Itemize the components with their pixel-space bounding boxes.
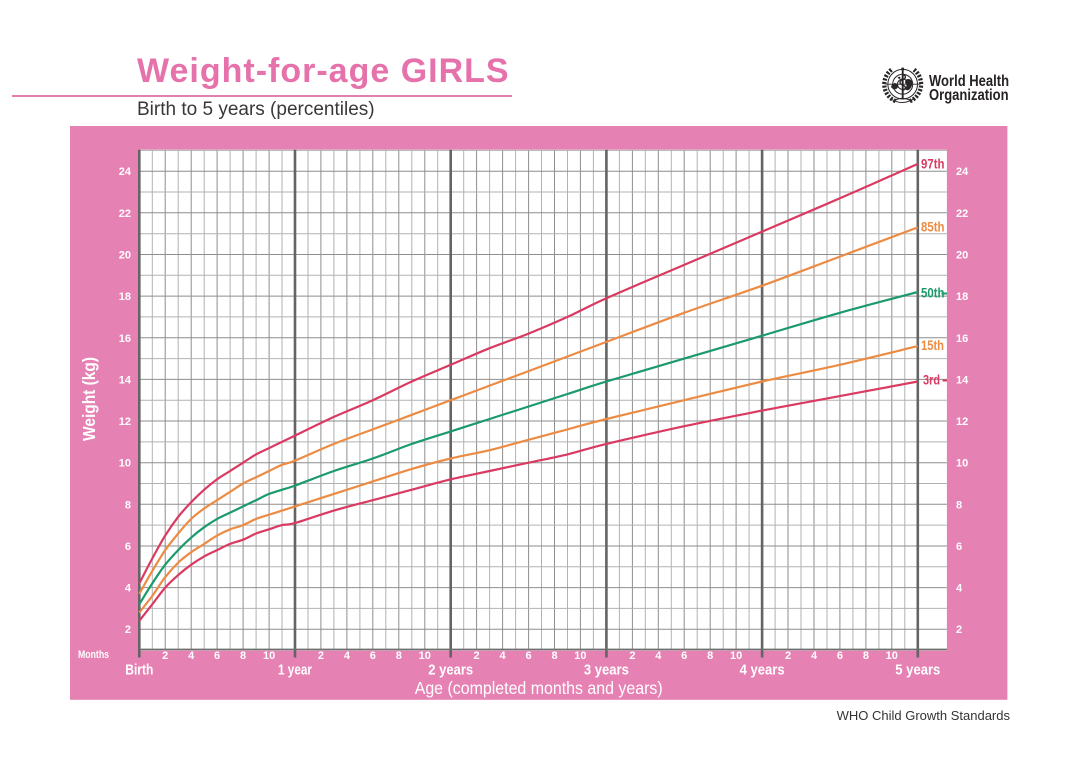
svg-text:10: 10 bbox=[119, 458, 131, 470]
svg-text:10: 10 bbox=[419, 650, 431, 662]
svg-text:4: 4 bbox=[344, 650, 351, 662]
svg-text:2: 2 bbox=[785, 650, 791, 662]
svg-text:Birth: Birth bbox=[125, 662, 153, 679]
svg-text:12: 12 bbox=[119, 416, 131, 428]
svg-text:6: 6 bbox=[681, 650, 687, 662]
svg-text:2: 2 bbox=[125, 624, 131, 636]
svg-text:2: 2 bbox=[629, 650, 635, 662]
svg-text:1 year: 1 year bbox=[278, 662, 312, 679]
svg-text:4: 4 bbox=[500, 650, 507, 662]
svg-text:10: 10 bbox=[956, 458, 968, 470]
svg-text:12: 12 bbox=[956, 416, 968, 428]
svg-text:22: 22 bbox=[956, 208, 968, 220]
svg-text:6: 6 bbox=[837, 650, 843, 662]
svg-text:6: 6 bbox=[125, 541, 131, 553]
svg-text:8: 8 bbox=[863, 650, 869, 662]
svg-text:85th: 85th bbox=[921, 220, 945, 235]
svg-text:97th: 97th bbox=[921, 157, 945, 172]
svg-text:Months: Months bbox=[78, 649, 109, 661]
svg-text:2: 2 bbox=[162, 650, 168, 662]
svg-text:8: 8 bbox=[396, 650, 402, 662]
svg-text:8: 8 bbox=[240, 650, 246, 662]
svg-text:6: 6 bbox=[370, 650, 376, 662]
svg-text:4: 4 bbox=[125, 583, 132, 595]
svg-text:50th: 50th bbox=[921, 286, 945, 301]
svg-text:16: 16 bbox=[956, 333, 968, 345]
svg-text:4 years: 4 years bbox=[740, 662, 785, 679]
svg-text:2: 2 bbox=[474, 650, 480, 662]
svg-text:24: 24 bbox=[956, 166, 969, 178]
svg-text:6: 6 bbox=[956, 541, 962, 553]
svg-text:6: 6 bbox=[526, 650, 532, 662]
svg-text:8: 8 bbox=[125, 499, 131, 511]
svg-text:8: 8 bbox=[956, 499, 962, 511]
svg-text:14: 14 bbox=[956, 374, 969, 386]
svg-text:24: 24 bbox=[119, 166, 132, 178]
svg-text:15th: 15th bbox=[921, 338, 944, 353]
svg-text:20: 20 bbox=[119, 250, 131, 262]
svg-text:20: 20 bbox=[956, 250, 968, 262]
svg-text:4: 4 bbox=[655, 650, 662, 662]
svg-text:18: 18 bbox=[956, 291, 968, 303]
svg-text:8: 8 bbox=[707, 650, 713, 662]
svg-text:4: 4 bbox=[956, 583, 963, 595]
svg-text:8: 8 bbox=[551, 650, 557, 662]
svg-text:Weight (kg): Weight (kg) bbox=[79, 357, 99, 441]
svg-text:3rd: 3rd bbox=[923, 373, 940, 388]
svg-text:Age (completed months and year: Age (completed months and years) bbox=[415, 678, 663, 698]
svg-text:18: 18 bbox=[119, 291, 131, 303]
svg-text:10: 10 bbox=[730, 650, 742, 662]
svg-text:16: 16 bbox=[119, 333, 131, 345]
svg-text:2: 2 bbox=[956, 624, 962, 636]
svg-text:14: 14 bbox=[119, 374, 132, 386]
svg-text:6: 6 bbox=[214, 650, 220, 662]
svg-text:2: 2 bbox=[318, 650, 324, 662]
svg-text:22: 22 bbox=[119, 208, 131, 220]
svg-text:5 years: 5 years bbox=[895, 662, 940, 679]
svg-text:10: 10 bbox=[886, 650, 898, 662]
svg-text:2 years: 2 years bbox=[428, 662, 473, 679]
svg-text:4: 4 bbox=[188, 650, 195, 662]
svg-text:10: 10 bbox=[263, 650, 275, 662]
svg-text:10: 10 bbox=[574, 650, 586, 662]
svg-text:4: 4 bbox=[811, 650, 818, 662]
svg-text:3 years: 3 years bbox=[584, 662, 629, 679]
